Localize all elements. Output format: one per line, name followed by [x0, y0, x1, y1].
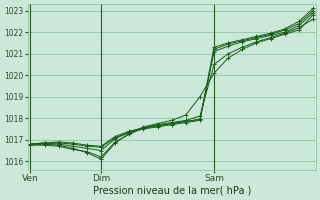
X-axis label: Pression niveau de la mer( hPa ): Pression niveau de la mer( hPa ) [92, 186, 251, 196]
